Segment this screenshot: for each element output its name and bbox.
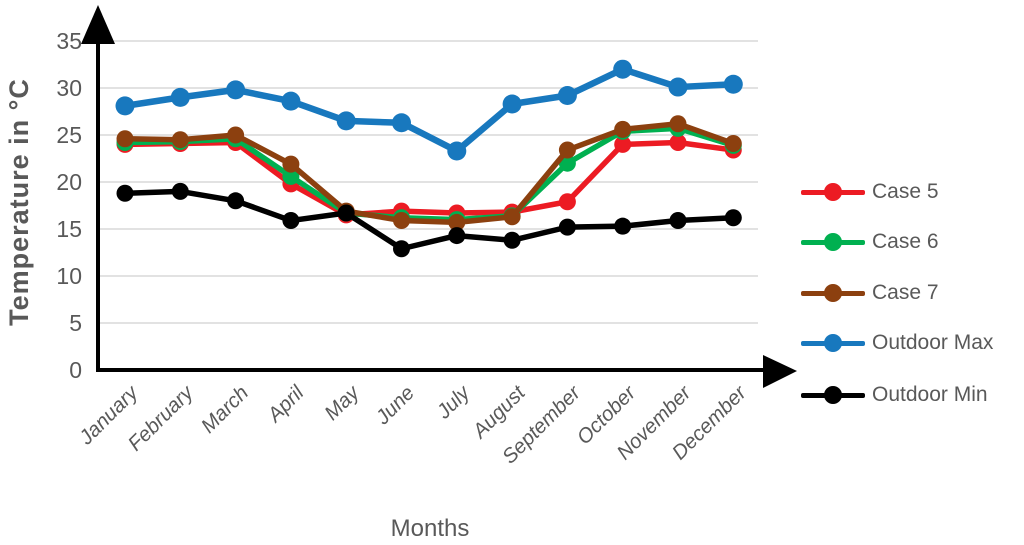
data-point-outdoor-max (336, 111, 356, 131)
y-tick-label: 0 (69, 357, 82, 383)
data-point-outdoor-min (669, 212, 687, 230)
data-point-case-7 (227, 126, 245, 144)
data-point-outdoor-min (337, 204, 355, 222)
legend-dot-icon (824, 334, 842, 352)
legend-marker-case-6 (801, 232, 865, 252)
data-point-outdoor-max (281, 91, 301, 111)
data-point-outdoor-min (393, 240, 410, 258)
series-line-case-5 (122, 139, 737, 218)
data-point-outdoor-max (115, 96, 135, 116)
x-axis-title: Months (391, 515, 470, 542)
data-point-outdoor-max (502, 94, 522, 114)
y-tick-label: 25 (56, 122, 82, 148)
x-axis-arrow-icon (763, 355, 797, 388)
y-tick-label: 20 (56, 169, 82, 195)
x-tick-label: May (320, 380, 365, 425)
data-point-case-7 (614, 120, 632, 138)
legend-label-outdoor-max: Outdoor Max (872, 331, 994, 354)
x-tick-label: April (262, 380, 310, 428)
legend-marker-outdoor-min (801, 385, 865, 405)
data-point-outdoor-max (447, 141, 467, 161)
data-point-outdoor-min (558, 218, 576, 236)
data-point-case-7 (503, 208, 521, 226)
data-point-case-7 (448, 213, 466, 231)
y-tick-label: 15 (56, 216, 82, 242)
data-point-case-5 (558, 193, 576, 211)
data-point-case-7 (171, 131, 189, 149)
legend-dot-icon (824, 386, 842, 404)
legend-marker-outdoor-max (801, 333, 865, 353)
y-tick-label: 30 (56, 75, 82, 101)
legend-item-case-7: Case 7 (801, 281, 939, 305)
data-point-outdoor-min (724, 209, 742, 227)
data-point-case-6 (282, 167, 300, 185)
legend-label-case-5: Case 5 (872, 180, 939, 203)
x-tick-label: March (197, 381, 254, 438)
data-point-case-7 (282, 155, 300, 173)
legend-label-outdoor-min: Outdoor Min (872, 383, 988, 406)
data-point-case-7 (669, 115, 687, 133)
data-point-outdoor-max (392, 113, 411, 133)
data-point-case-7 (724, 134, 742, 152)
y-tick-label: 10 (56, 263, 82, 289)
data-point-outdoor-min (282, 212, 300, 230)
data-point-outdoor-min (116, 184, 134, 202)
legend-dot-icon (824, 233, 842, 251)
y-axis-title: Temperature in °C (4, 78, 34, 326)
legend-label-case-7: Case 7 (872, 281, 939, 304)
data-point-outdoor-max (723, 74, 743, 94)
series-line-case-7 (122, 120, 737, 226)
data-point-outdoor-max (557, 86, 577, 106)
x-tick-label: June (371, 381, 419, 429)
data-point-case-7 (393, 212, 410, 230)
legend-item-case-5: Case 5 (801, 180, 939, 204)
series-line-outdoor-min (122, 188, 737, 252)
data-point-outdoor-max (668, 77, 688, 97)
data-point-outdoor-max (613, 59, 633, 79)
legend-item-case-6: Case 6 (801, 230, 939, 254)
data-point-outdoor-min (227, 192, 245, 210)
legend-marker-case-5 (801, 182, 865, 202)
y-tick-label: 5 (69, 310, 82, 336)
data-point-outdoor-max (226, 80, 246, 100)
legend-item-outdoor-max: Outdoor Max (801, 331, 993, 355)
data-point-outdoor-min (171, 182, 189, 200)
chart-legend: Case 5 Case 6 Case 7 Outdoor Max Outdoor Min (801, 0, 1024, 545)
x-tick-label: July (432, 380, 476, 424)
data-point-case-7 (116, 130, 134, 148)
data-point-outdoor-min (448, 227, 466, 245)
legend-item-outdoor-min: Outdoor Min (801, 383, 988, 407)
legend-marker-case-7 (801, 283, 865, 303)
data-point-outdoor-max (170, 87, 190, 107)
legend-dot-icon (824, 183, 842, 201)
y-tick-label: 35 (56, 28, 82, 54)
data-point-case-5 (669, 134, 687, 152)
data-point-case-5 (614, 135, 632, 153)
data-point-outdoor-min (614, 217, 632, 235)
y-axis-arrow-icon (81, 5, 115, 44)
legend-label-case-6: Case 6 (872, 230, 939, 253)
data-point-case-7 (558, 141, 576, 159)
legend-dot-icon (824, 284, 842, 302)
data-point-outdoor-min (503, 231, 521, 249)
